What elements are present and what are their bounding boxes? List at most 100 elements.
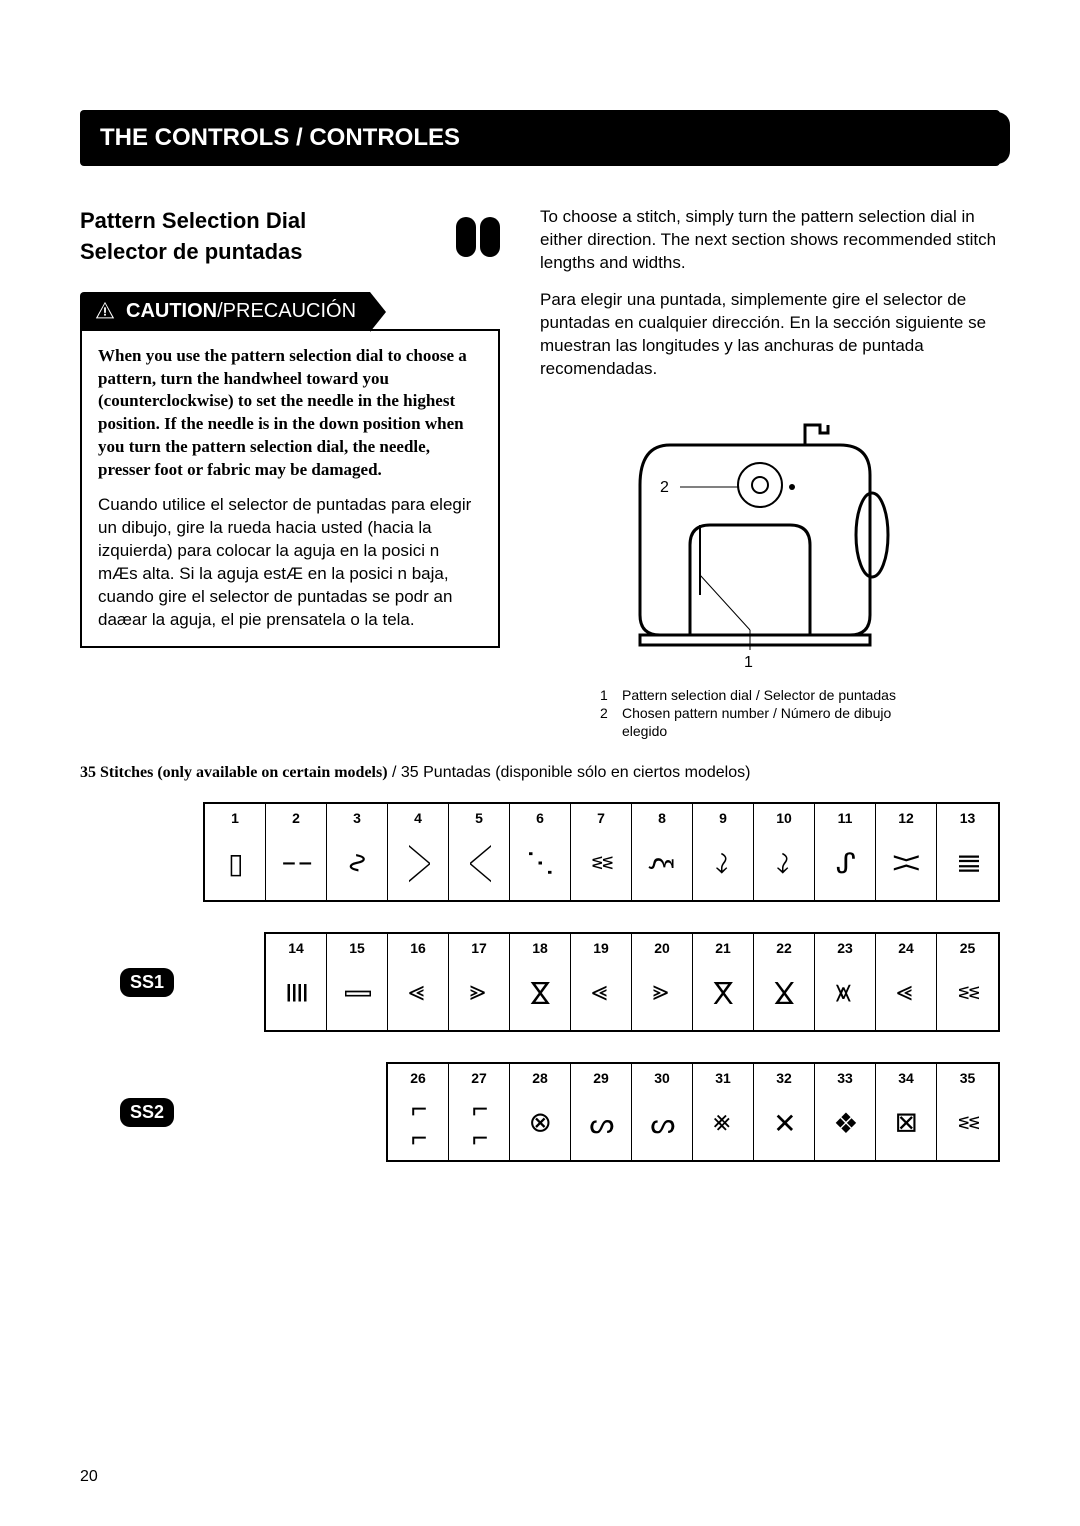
stitch-number: 1 [231, 810, 239, 826]
legend-1: Pattern selection dial / Selector de pun… [622, 686, 896, 704]
stitch-number: 28 [532, 1070, 548, 1086]
stitch-cell: 33❖ [815, 1064, 876, 1160]
page-number: 20 [80, 1468, 98, 1486]
stitch-number: 20 [654, 940, 670, 956]
figure-legend: 1Pattern selection dial / Selector de pu… [600, 686, 940, 741]
stitch-glyph-icon: ʬ [959, 1090, 976, 1154]
stitch-cell: 2╎ [266, 804, 327, 900]
stitch-cell: 24 ⩔ [876, 934, 937, 1030]
stitch-cell: 26 ⌐⌐ [388, 1064, 449, 1160]
stitch-glyph-icon: ⩔ [898, 960, 915, 1024]
subtitle-tab-deco [456, 217, 500, 257]
stitch-number: 22 [776, 940, 792, 956]
stitch-number: 17 [471, 940, 487, 956]
header-tab-deco [952, 112, 1010, 164]
stitch-glyph-icon: ✕ [776, 1090, 793, 1154]
stitch-cell: 34⊠ [876, 1064, 937, 1160]
stitch-number: 29 [593, 1070, 609, 1086]
stitch-cell: 19 ⩔ [571, 934, 632, 1030]
stitch-cell: 15⫿ [327, 934, 388, 1030]
subsection-title: Pattern Selection Dial Selector de punta… [80, 206, 500, 268]
stitch-glyph-icon: ❖ [837, 1090, 854, 1154]
stitch-cell: 25 ʬ [937, 934, 998, 1030]
sewing-machine-icon: 2 1 [610, 395, 930, 675]
subtitle-es: Selector de puntadas [80, 239, 303, 264]
stitch-glyph-icon: ⪤ [837, 960, 854, 1024]
stitch-number: 31 [715, 1070, 731, 1086]
stitch-glyph-icon: ⊠ [898, 1090, 915, 1154]
stitch-number: 7 [597, 810, 605, 826]
stitch-cell: 18⋈ [510, 934, 571, 1030]
stitch-cell: 12⟩⟨ [876, 804, 937, 900]
stitch-glyph-icon: ⋈ [532, 960, 549, 1024]
stitch-glyph-icon: ⟋⟍ [410, 830, 427, 894]
stitch-row: SS226⌐⌐27⌐⌐28⊗29ᔕ30ᔕ31⨳32✕33❖34⊠35ʬ [120, 1062, 1000, 1162]
stitch-number: 2 [292, 810, 300, 826]
stitch-number: 24 [898, 940, 914, 956]
stitch-cell: 13 ǁǁ [937, 804, 998, 900]
machine-figure: 2 1 1Pattern selection dial / Selector d… [540, 395, 1000, 741]
stitch-cell: 20⩓ [632, 934, 693, 1030]
stitch-glyph-icon: ⌐⌐ [410, 1090, 427, 1154]
stitch-cell: 30 ᔕ [632, 1064, 693, 1160]
stitch-glyph-icon: ⤳ [715, 830, 732, 894]
stitch-glyph-icon: ≣ [288, 960, 305, 1024]
stitch-number: 11 [838, 810, 853, 826]
stitch-glyph-icon: ᔑ [837, 830, 854, 894]
callout-1: 1 [744, 654, 753, 671]
stitch-table: 14≣15⫿16⩔17⩓18⋈19⩔20⩓21⋉22⋊23⪤24⩔25ʬ [264, 932, 1000, 1032]
stitch-cell: 32 ✕ [754, 1064, 815, 1160]
stitch-number: 16 [410, 940, 426, 956]
stitch-table: 1▯2╎3∿4⟋⟍5⟍⟋6⋰7ʬ8ξ9⤳10⤳11ᔑ12⟩⟨13ǁǁ [203, 802, 1000, 902]
stitch-glyph-icon: ʬ [593, 830, 610, 894]
stitch-glyph-icon: ⋊ [776, 960, 793, 1024]
stitch-cell: 6⋰ [510, 804, 571, 900]
stitch-number: 3 [353, 810, 361, 826]
callout-2: 2 [660, 479, 669, 496]
stitch-glyph-icon: ⌐⌐ [471, 1090, 488, 1154]
stitch-number: 13 [960, 810, 976, 826]
stitch-glyph-icon: ⊗ [532, 1090, 549, 1154]
stitch-number: 32 [776, 1070, 792, 1086]
stitch-number: 25 [960, 940, 976, 956]
stitch-cell: 21⋉ [693, 934, 754, 1030]
stitch-row: 1▯2╎3∿4⟋⟍5⟍⟋6⋰7ʬ8ξ9⤳10⤳11ᔑ12⟩⟨13ǁǁ [120, 802, 1000, 902]
stitch-cell: 27⌐⌐ [449, 1064, 510, 1160]
stitch-number: 35 [960, 1070, 976, 1086]
stitch-cell: 11 ᔑ [815, 804, 876, 900]
stitch-cell: 17⩓ [449, 934, 510, 1030]
stitch-cell: 16 ⩔ [388, 934, 449, 1030]
stitch-number: 5 [475, 810, 483, 826]
row-badge: SS1 [120, 968, 174, 997]
stitch-number: 26 [410, 1070, 426, 1086]
stitch-number: 6 [536, 810, 544, 826]
caution-es-label: PRECAUCIÓN [223, 300, 356, 322]
caution-en-label: CAUTION [126, 300, 217, 322]
stitch-glyph-icon: ᔕ [654, 1090, 671, 1154]
caution-label: CAUTION/PRECAUCIÓN [80, 292, 370, 331]
stitch-glyph-icon: ᔕ [593, 1090, 610, 1154]
stitch-number: 19 [593, 940, 609, 956]
stitch-cell: 8ξ [632, 804, 693, 900]
stitch-table: 26⌐⌐27⌐⌐28⊗29ᔕ30ᔕ31⨳32✕33❖34⊠35ʬ [386, 1062, 1000, 1162]
stitch-cell: 7ʬ [571, 804, 632, 900]
stitch-glyph-icon: ⩔ [410, 960, 427, 1024]
stitch-number: 10 [776, 810, 792, 826]
intro-para-es: Para elegir una puntada, simplemente gir… [540, 289, 1000, 381]
stitch-glyph-icon: ǁǁ [959, 830, 976, 894]
stitch-cell: 9⤳ [693, 804, 754, 900]
stitch-glyph-icon: ⫿ [349, 960, 366, 1024]
stitch-cell: 4⟋⟍ [388, 804, 449, 900]
stitch-glyph-icon: ⩔ [593, 960, 610, 1024]
stitch-heading: 35 Stitches (only available on certain m… [80, 764, 1000, 782]
stitch-number: 30 [654, 1070, 670, 1086]
subtitle-en: Pattern Selection Dial [80, 208, 306, 233]
caution-text-en: When you use the pattern selection dial … [98, 345, 482, 483]
section-title: THE CONTROLS / CONTROLES [100, 124, 460, 151]
stitch-glyph-icon: ⟍⟋ [471, 830, 488, 894]
stitch-glyph-icon: ⨳ [715, 1090, 732, 1154]
stitch-number: 23 [837, 940, 853, 956]
stitch-number: 9 [719, 810, 727, 826]
stitch-glyph-icon: ʬ [959, 960, 976, 1024]
stitch-number: 21 [715, 940, 731, 956]
